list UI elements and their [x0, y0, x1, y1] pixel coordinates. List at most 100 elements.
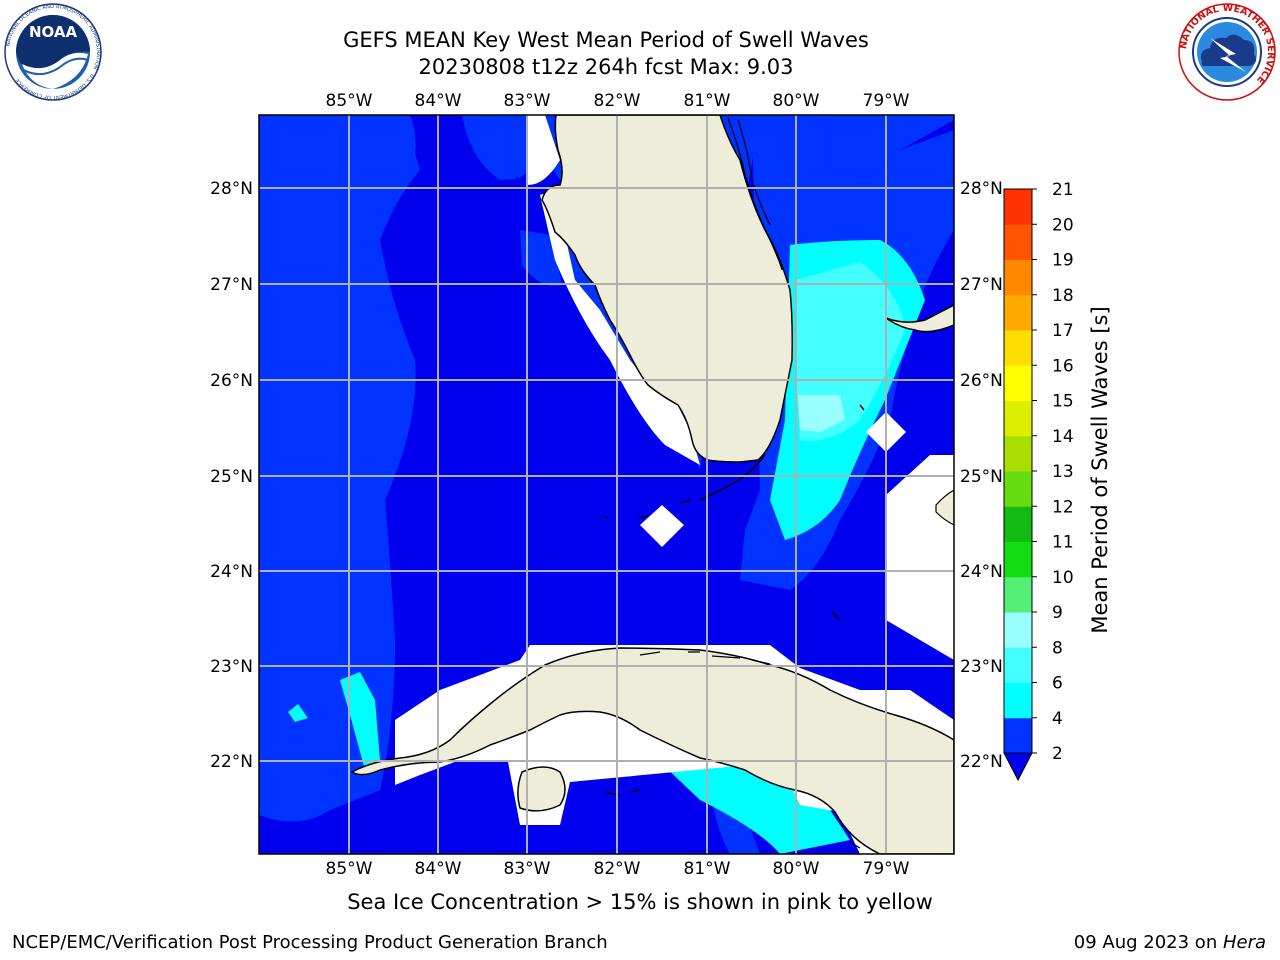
lat-label: 26°N [960, 371, 1003, 391]
colorbar: 2 4 6 8 9 10 11 12 13 14 15 16 17 18 19 20 21 [1003, 180, 1074, 782]
right-lat-labels: 28°N 27°N 26°N 25°N 24°N 23°N 22°N [960, 179, 1003, 772]
bahamas-land [885, 304, 954, 333]
lat-label: 23°N [960, 657, 1003, 677]
colorbar-segment [1004, 189, 1032, 225]
florida-land [541, 115, 793, 463]
bottom-lon-labels: 85°W 84°W 83°W 82°W 81°W 80°W 79°W [326, 859, 910, 879]
florida-keys [637, 515, 649, 519]
cuba-cays [849, 841, 861, 849]
colorbar-segment [1004, 435, 1032, 472]
colorbar-tick-label: 20 [1052, 215, 1074, 235]
colorbar-segment [1004, 471, 1032, 507]
lon-label: 84°W [415, 91, 462, 111]
colorbar-segment [1004, 365, 1032, 401]
lat-label: 25°N [960, 467, 1003, 487]
lon-label: 80°W [773, 859, 820, 879]
lat-label: 27°N [210, 275, 253, 295]
noaa-logo-text: NOAA [29, 23, 78, 41]
colorbar-segment [1004, 612, 1032, 648]
lon-label: 83°W [504, 859, 551, 879]
lat-label: 24°N [960, 562, 1003, 582]
chart-subtitle: 20230808 t12z 264h fcst Max: 9.03 [418, 55, 794, 79]
sea-ice-note: Sea Ice Concentration > 15% is shown in … [347, 890, 933, 914]
lat-label: 26°N [210, 371, 253, 391]
isla-de-la-juventud [517, 766, 566, 812]
colorbar-segment [1004, 647, 1032, 683]
lat-label: 23°N [210, 657, 253, 677]
ocean-2-4-band [325, 228, 380, 270]
colorbar-segment [1004, 541, 1032, 578]
colorbar-segment [1004, 400, 1032, 437]
colorbar-tick-label: 19 [1052, 251, 1074, 271]
footer-date: 09 Aug 2023 on Hera [1074, 932, 1266, 953]
lon-label: 81°W [684, 91, 731, 111]
lon-label: 79°W [863, 91, 910, 111]
top-lon-labels: 85°W 84°W 83°W 82°W 81°W 80°W 79°W [326, 91, 910, 111]
lon-label: 82°W [594, 91, 641, 111]
lat-label: 28°N [210, 179, 253, 199]
lon-label: 85°W [326, 859, 373, 879]
colorbar-label: Mean Period of Swell Waves [s] [1088, 306, 1112, 633]
lon-label: 85°W [326, 91, 373, 111]
ocean-4-6-band [288, 704, 308, 722]
lat-label: 22°N [960, 752, 1003, 772]
lat-label: 22°N [210, 752, 253, 772]
colorbar-tick-label: 2 [1052, 744, 1063, 764]
cuba-cays [639, 651, 771, 665]
colorbar-tick-label: 13 [1052, 462, 1074, 482]
colorbar-tick-label: 21 [1052, 180, 1074, 200]
lat-label: 25°N [210, 467, 253, 487]
colorbar-tick-label: 16 [1052, 356, 1074, 376]
colorbar-under-arrow [1003, 752, 1033, 782]
chart-title: GEFS MEAN Key West Mean Period of Swell … [343, 28, 869, 52]
lon-label: 83°W [504, 91, 551, 111]
colorbar-tick-label: 11 [1052, 533, 1074, 553]
lat-label: 28°N [960, 179, 1003, 199]
colorbar-segment [1004, 294, 1032, 331]
florida-coast-detail [737, 119, 771, 226]
bahamas-island [859, 404, 865, 411]
colorbar-segment [1004, 259, 1032, 296]
colorbar-segment [1004, 330, 1032, 366]
bahamas-land [935, 489, 954, 526]
colorbar-tick-label: 18 [1052, 286, 1074, 306]
lat-label: 27°N [960, 275, 1003, 295]
colorbar-tick-label: 14 [1052, 427, 1074, 447]
florida-coast-detail [727, 117, 783, 271]
bahamas-island [831, 611, 841, 621]
colorbar-tick-label: 17 [1052, 321, 1074, 341]
lon-label: 79°W [863, 859, 910, 879]
lon-label: 84°W [415, 859, 462, 879]
footer-host: Hera [1222, 932, 1266, 953]
gridlines [259, 115, 954, 854]
colorbar-segment [1004, 506, 1032, 542]
lon-label: 81°W [684, 859, 731, 879]
ocean-2-4-band [259, 115, 416, 822]
no-data-area [528, 115, 560, 185]
colorbar-tick-label: 12 [1052, 497, 1074, 517]
lon-label: 80°W [773, 91, 820, 111]
florida-keys [603, 515, 609, 519]
footer-date-text: 09 Aug 2023 on [1073, 932, 1223, 953]
noaa-logo-icon: NOAA NATIONAL OCEANIC AND ATMOSPHERIC AD… [4, 3, 102, 101]
no-data-area [640, 505, 684, 547]
colorbar-segment [1004, 576, 1032, 613]
colorbar-tick-label: 9 [1052, 603, 1063, 623]
lat-label: 24°N [210, 562, 253, 582]
map-area [259, 115, 954, 854]
ocean-8-9-band [798, 395, 845, 432]
nws-logo-icon: NATIONAL WEATHER SERVICE [1178, 3, 1276, 101]
lon-label: 82°W [594, 859, 641, 879]
left-lat-labels: 28°N 27°N 26°N 25°N 24°N 23°N 22°N [210, 179, 253, 772]
cuba-land [350, 647, 954, 854]
colorbar-tick-label: 8 [1052, 638, 1063, 658]
colorbar-tick-label: 15 [1052, 392, 1074, 412]
colorbar-tick-label: 6 [1052, 674, 1063, 694]
ocean-2-4-band [440, 115, 540, 178]
colorbar-segment [1004, 717, 1032, 754]
no-data-area [540, 190, 700, 465]
colorbar-segment [1004, 224, 1032, 260]
map-frame [258, 114, 955, 855]
colorbar-tick-label: 10 [1052, 568, 1074, 588]
